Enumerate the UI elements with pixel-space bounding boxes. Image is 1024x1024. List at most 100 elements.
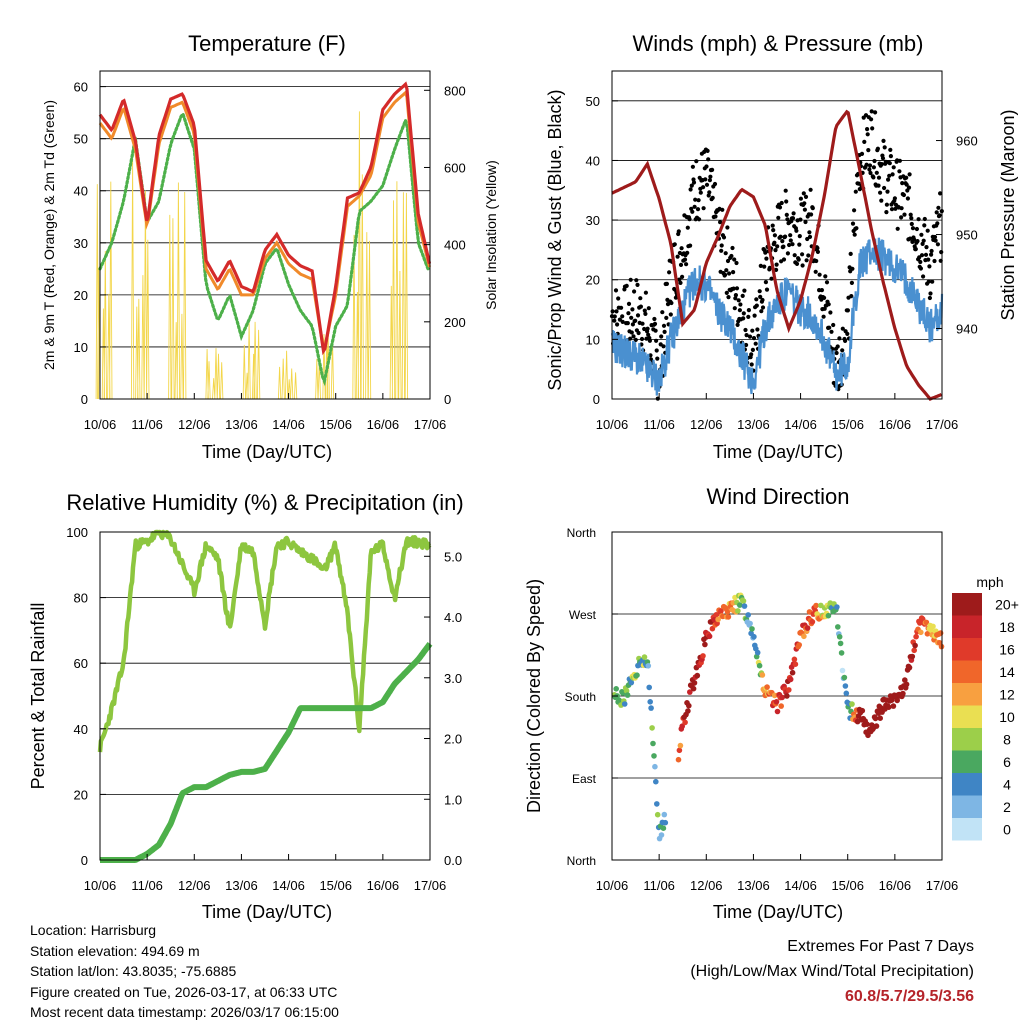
gust-point <box>626 301 632 306</box>
gust-point <box>835 344 840 349</box>
gust-point <box>680 274 685 279</box>
direction-point <box>796 642 802 648</box>
direction-point <box>836 634 843 640</box>
gust-point <box>875 146 881 151</box>
direction-point <box>872 715 879 722</box>
direction-point <box>787 676 794 683</box>
direction-point <box>918 629 924 636</box>
y-tick-label: 60 <box>74 656 88 671</box>
gust-point <box>615 322 620 327</box>
gust-point <box>899 215 904 220</box>
gust-point <box>749 352 754 357</box>
gust-point <box>921 274 926 279</box>
gust-point <box>701 206 706 211</box>
gust-point <box>914 226 920 232</box>
gust-point <box>932 258 937 264</box>
direction-tick-label: West <box>569 608 597 622</box>
gust-point <box>853 189 858 194</box>
y-tick-label: 0 <box>81 392 88 407</box>
figure-created: Figure created on Tue, 2026-03-17, at 06… <box>30 983 338 1000</box>
gust-point <box>741 316 746 321</box>
gust-point <box>888 154 894 159</box>
direction-panel: Wind Direction 10/06 11/06 12/06 13/06 14/06… <box>524 484 1019 922</box>
x-tick-label: 11/06 <box>643 878 675 893</box>
gust-point <box>628 277 633 282</box>
gust-point <box>688 187 693 192</box>
direction-point <box>675 756 682 763</box>
humidity-xlabel: Time (Day/UTC) <box>202 902 332 922</box>
direction-point <box>702 641 708 648</box>
gust-point <box>826 302 831 307</box>
gust-point <box>807 230 812 235</box>
gust-point <box>928 291 933 296</box>
gust-point <box>834 350 839 356</box>
extremes-title: Extremes For Past 7 Days <box>787 938 974 955</box>
y-tick-label: 50 <box>74 132 88 147</box>
gust-point <box>721 235 727 240</box>
gust-point <box>692 204 697 209</box>
x-tick-label: 12/06 <box>690 417 723 432</box>
gust-point <box>733 296 738 301</box>
winds-xlabel: Time (Day/UTC) <box>713 442 843 462</box>
direction-point <box>691 680 698 686</box>
gust-point <box>733 293 739 298</box>
gust-point <box>706 193 711 198</box>
gust-point <box>736 298 741 303</box>
legend-label: 16 <box>999 641 1015 657</box>
gust-point <box>743 327 748 333</box>
gust-point <box>781 244 786 249</box>
direction-point <box>885 704 892 710</box>
direction-xlabel: Time (Day/UTC) <box>713 902 843 922</box>
gust-point <box>652 316 657 322</box>
direction-point <box>784 693 790 699</box>
gust-point <box>807 234 813 239</box>
gust-point <box>668 312 673 317</box>
gust-point <box>701 185 706 190</box>
direction-tick-label: North <box>567 526 596 540</box>
direction-tick-label: East <box>572 772 597 786</box>
gust-point <box>919 253 925 258</box>
gust-point <box>798 196 804 201</box>
gust-point <box>921 238 926 243</box>
legend-swatch <box>952 615 982 638</box>
legend-swatch <box>952 593 982 616</box>
gust-point <box>907 172 912 177</box>
gust-point <box>730 245 735 251</box>
direction-point <box>654 811 661 818</box>
legend-label: 14 <box>999 664 1015 680</box>
gust-point <box>685 250 690 255</box>
gust-point <box>698 190 703 195</box>
gust-point <box>687 217 692 222</box>
gust-point <box>876 175 882 180</box>
gust-point <box>732 306 737 311</box>
direction-point <box>849 701 855 707</box>
gust-point <box>678 262 684 267</box>
x-tick-label: 17/06 <box>926 417 959 432</box>
x-tick-label: 11/06 <box>131 417 163 432</box>
gust-point <box>859 151 865 156</box>
gust-point <box>763 250 768 255</box>
gust-point <box>774 262 779 267</box>
gust-point <box>638 304 644 309</box>
winds-ylabel-right: Station Pressure (Maroon) <box>998 109 1018 320</box>
direction-point <box>841 674 848 681</box>
gust-point <box>652 321 658 326</box>
precipitation-series <box>97 642 433 863</box>
legend-label: 4 <box>1003 776 1011 792</box>
y-tick-label-right: 950 <box>956 228 978 243</box>
direction-point <box>613 686 619 692</box>
gust-point <box>923 252 929 257</box>
gust-point <box>708 174 713 179</box>
y-tick-label: 0 <box>81 853 88 868</box>
x-tick-label: 15/06 <box>319 878 352 893</box>
gust-point <box>672 242 677 247</box>
direction-point <box>660 825 667 831</box>
gust-point <box>800 252 805 257</box>
temperature-xlabel: Time (Day/UTC) <box>202 442 332 462</box>
gust-point <box>762 264 767 269</box>
direction-point <box>900 690 906 697</box>
gust-point <box>852 208 857 213</box>
gust-point <box>682 257 688 262</box>
extremes-box: Extremes For Past 7 Days (High/Low/Max W… <box>690 934 974 1009</box>
direction-point <box>864 721 870 727</box>
